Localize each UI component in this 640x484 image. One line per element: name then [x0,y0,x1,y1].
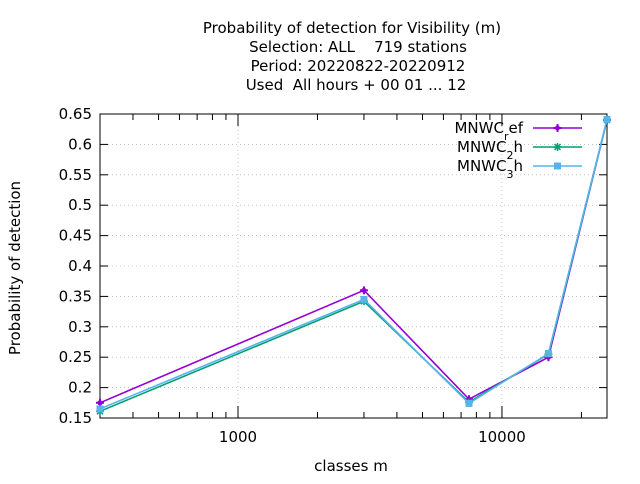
title-line-3: Period: 20220822-20220912 [251,57,466,75]
tick-marks [99,113,607,419]
data-point [603,115,611,123]
chart-title: Probability of detection for Visibility … [203,19,501,94]
x-tick-label: 10000 [478,428,526,446]
data-point [359,286,368,295]
title-line-2: Selection: ALL 719 stations [249,38,467,56]
plus-dot [97,400,103,406]
series-3 [96,115,611,413]
grid-lines [100,114,607,418]
title-line-4: Used All hours + 00 01 ... 12 [246,76,467,94]
data-point [544,350,552,358]
y-tick-label: 0.55 [59,166,92,184]
legend-entry-1: MNWCref [454,119,582,143]
x-axis-label: classes m [314,457,388,475]
title-line-1: Probability of detection for Visibility … [203,19,501,37]
tick-labels: 0.15 0.2 0.25 0.3 0.35 0.4 0.45 0.5 0.55 0.6 0.65 1… [59,105,526,446]
legend-marker [553,143,562,151]
star-d2 [553,143,562,151]
y-tick-label: 0.5 [68,196,92,214]
y-axis-label: Probability of detection [6,181,24,355]
data-point [465,399,473,407]
series-2 [96,116,611,416]
plus-dot [555,125,560,131]
y-tick-label: 0.4 [68,257,92,275]
y-tick-label: 0.65 [59,105,92,123]
y-tick-label: 0.3 [68,318,92,336]
legend-entry-3: MNWC3h [457,157,582,181]
y-tick-label: 0.2 [68,379,92,397]
legend-marker [554,162,561,170]
plus-dot [361,287,367,293]
series-layer [96,115,611,416]
legend-entry-2: MNWC2h [457,138,582,162]
legend-label: MNWCref [454,119,523,143]
legend-marker [553,124,562,132]
y-tick-label: 0.35 [59,287,92,305]
legend-label: MNWC2h [457,138,523,162]
legend-label: MNWC3h [457,157,523,181]
data-point [360,295,368,303]
series-line [99,119,608,410]
x-tick-label: 1000 [219,428,257,446]
y-tick-label: 0.15 [59,409,92,427]
y-tick-label: 0.25 [59,348,92,366]
y-tick-label: 0.45 [59,227,92,245]
y-tick-label: 0.6 [68,135,92,153]
series-line [99,119,608,404]
data-point [96,405,104,413]
series-line [99,119,608,413]
